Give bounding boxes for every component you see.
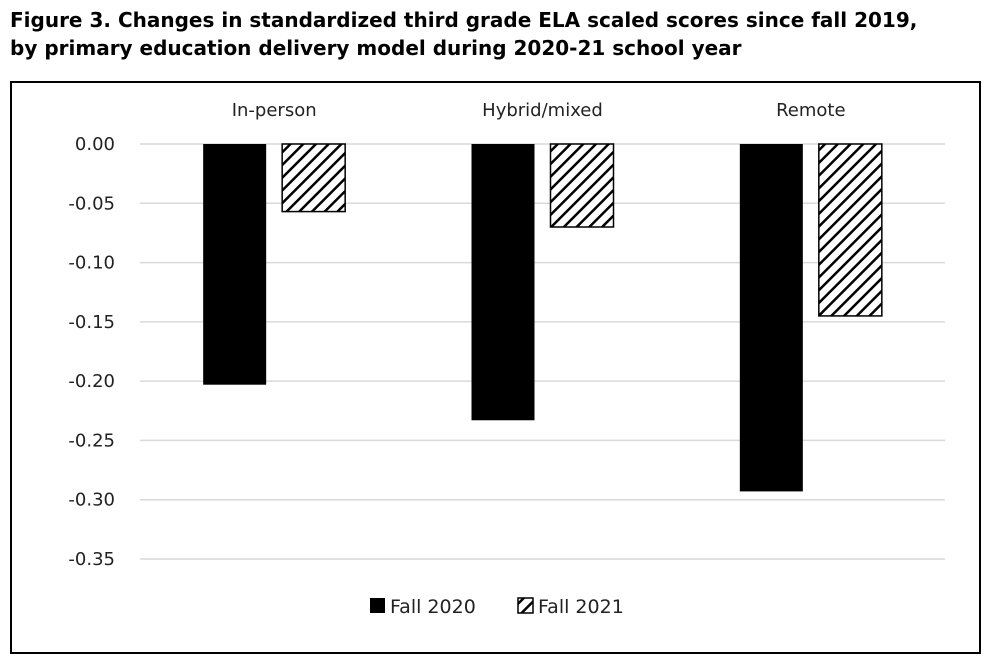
figure-title: Figure 3. Changes in standardized third …	[10, 6, 980, 62]
bar-fall-2020-0	[203, 144, 267, 385]
y-tick-label: -0.10	[68, 253, 115, 274]
figure-title-line-2: by primary education delivery model duri…	[10, 36, 742, 60]
y-tick-label: -0.30	[68, 490, 115, 511]
legend-label: Fall 2021	[538, 596, 624, 618]
y-tick-label: -0.15	[68, 312, 115, 333]
y-tick-label: -0.25	[68, 430, 115, 451]
legend-swatch	[370, 598, 385, 613]
y-tick-label: 0.00	[75, 134, 115, 155]
y-tick-label: -0.20	[68, 371, 115, 392]
bar-fall-2020-1	[471, 144, 535, 421]
y-tick-label: -0.05	[68, 193, 115, 214]
legend-swatch	[517, 597, 534, 614]
bar-fall-2021-0	[281, 143, 346, 213]
bar-fall-2020-2	[739, 144, 803, 492]
y-tick-label: -0.35	[68, 549, 115, 570]
category-label: In-person	[232, 100, 317, 121]
bar-fall-2021-1	[549, 143, 615, 228]
category-label: Hybrid/mixed	[482, 100, 603, 121]
figure-title-line-1: Figure 3. Changes in standardized third …	[10, 8, 918, 32]
legend-label: Fall 2020	[390, 596, 476, 618]
bar-fall-2021-2	[818, 143, 883, 317]
category-label: Remote	[776, 100, 845, 121]
